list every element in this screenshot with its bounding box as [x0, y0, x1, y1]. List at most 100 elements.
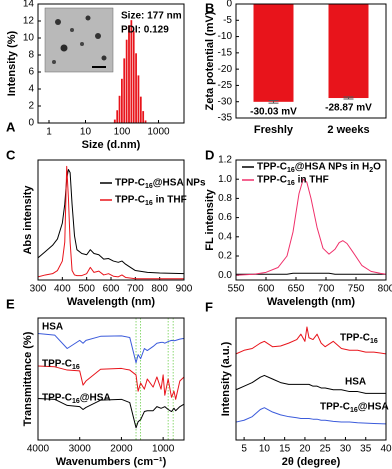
- y-tick-label: -15: [218, 47, 233, 58]
- particle: [85, 15, 91, 21]
- histogram-bar: [121, 78, 123, 123]
- y-tick-label: 1.2: [218, 155, 232, 166]
- x-tick-label: 35: [360, 444, 372, 455]
- plot-frame: [235, 3, 387, 119]
- y-tick-label: 14: [23, 0, 35, 10]
- particle: [101, 55, 107, 61]
- panel-label: E: [6, 296, 15, 311]
- x-tick-label: 4000: [27, 444, 50, 455]
- x-tick-label: 800: [378, 284, 392, 295]
- subscript: 2: [369, 167, 373, 174]
- legend-label: TPP-C16@HSA NPs in H2O: [257, 162, 381, 175]
- annotation: PDI: 0.129: [121, 25, 169, 36]
- y-tick-label: -5: [223, 15, 232, 26]
- line: [37, 398, 185, 429]
- subscript: 16: [287, 180, 295, 187]
- y-axis-title: Abs intensity: [22, 185, 34, 255]
- histogram-bar: [118, 95, 121, 123]
- y-tick-label: 8: [28, 50, 34, 61]
- histogram-bar: [125, 39, 128, 124]
- x-tick-label: 550: [228, 284, 245, 295]
- value-label: -28.87 mV: [325, 103, 372, 114]
- particle: [52, 60, 56, 64]
- y-axis-title: Intensity (a.u.): [220, 341, 232, 416]
- histogram-bar: [116, 110, 119, 123]
- x-tick-label: 700: [318, 284, 335, 295]
- x-tick-label: 40: [380, 444, 392, 455]
- line: [37, 332, 185, 364]
- plot-frame: [37, 3, 185, 124]
- y-tick-label: 12: [23, 16, 35, 27]
- histogram-bar: [128, 25, 130, 123]
- x-tick-label: 300: [30, 284, 47, 295]
- histogram-bar: [139, 96, 142, 123]
- error-bar: [268, 100, 279, 104]
- y-tick-label: 6: [28, 67, 34, 78]
- x-tick-label: 700: [127, 284, 144, 295]
- y-axis-title: Zeta potential (mV): [204, 11, 216, 110]
- panel: C Wavelength (nm) Abs intensity 300 400 500 60…: [6, 147, 206, 307]
- scale-bar: [92, 66, 106, 68]
- line: [37, 168, 185, 275]
- subscript: 16: [145, 183, 153, 190]
- line: [235, 407, 387, 425]
- subscript: 16: [350, 407, 358, 414]
- subscript: 16: [72, 398, 80, 405]
- x-tick-label: 500: [78, 284, 95, 295]
- y-tick-label: -10: [218, 31, 233, 42]
- legend-label: TPP-C16@HSA NPs: [115, 178, 206, 191]
- series-label: TPP-C16: [42, 359, 80, 372]
- particle: [95, 33, 101, 39]
- x-tick-label: 20: [299, 444, 311, 455]
- error-bar: [343, 96, 354, 100]
- histogram-bar: [132, 31, 135, 124]
- x-axis-title: Wavelength (nm): [267, 296, 356, 308]
- histogram-bar: [123, 58, 126, 123]
- y-tick-label: 1.0: [218, 174, 232, 185]
- x-tick-label: 600: [258, 284, 275, 295]
- x-tick-label: 900: [176, 284, 193, 295]
- bar: [328, 4, 369, 99]
- y-axis-title: Intensity (%): [6, 30, 18, 96]
- x-tick-label: 3000: [69, 444, 92, 455]
- x-tick-label: 2 weeks: [327, 124, 369, 136]
- x-tick-label: 30: [340, 444, 352, 455]
- histogram-bar: [135, 53, 137, 123]
- y-tick-label: 0.4: [218, 231, 232, 242]
- y-tick-label: -25: [218, 80, 233, 91]
- x-tick-label: 5: [241, 444, 247, 455]
- series-label: HSA: [345, 377, 366, 388]
- particle: [70, 28, 74, 32]
- value-label: -30.03 mV: [250, 106, 297, 117]
- histogram-bar: [113, 119, 116, 123]
- subscript: 16: [287, 167, 295, 174]
- series-label: TPP-C16@HSA: [320, 402, 389, 415]
- x-tick-label: 600: [103, 284, 120, 295]
- y-tick-label: -35: [218, 113, 233, 124]
- x-tick-label: Freshly: [254, 124, 294, 136]
- annotation: Size: 177 nm: [121, 11, 182, 22]
- y-tick-label: -20: [218, 64, 233, 75]
- panel-label: B: [205, 0, 214, 15]
- y-tick-label: 0.2: [218, 251, 232, 262]
- y-tick-label: 2: [28, 101, 34, 112]
- series-label: TPP-C16: [340, 333, 378, 346]
- panel: D Wavelength (nm) FL intensity 550 600 650 700…: [204, 147, 392, 307]
- subscript: 16: [145, 200, 153, 207]
- plot-frame: [37, 159, 185, 281]
- panel: A Size (d.nm) Intensity (%) 1 10 100 1000 0 2 4 6 8…: [6, 0, 185, 151]
- plot-frame: [37, 317, 185, 441]
- y-axis-title: FL intensity: [204, 188, 216, 250]
- line: [37, 165, 184, 280]
- panel-label: A: [6, 119, 16, 134]
- y-tick-label: 0.0: [218, 270, 232, 281]
- y-tick-label: 10: [23, 33, 35, 44]
- panel-label: C: [6, 147, 16, 162]
- plot-frame: [235, 317, 387, 441]
- x-tick-label: 10: [80, 127, 92, 138]
- x-axis-title: Size (d.nm): [82, 139, 141, 151]
- x-tick-label: 1000: [152, 444, 175, 455]
- series-label: TPP-C16@HSA: [42, 393, 111, 406]
